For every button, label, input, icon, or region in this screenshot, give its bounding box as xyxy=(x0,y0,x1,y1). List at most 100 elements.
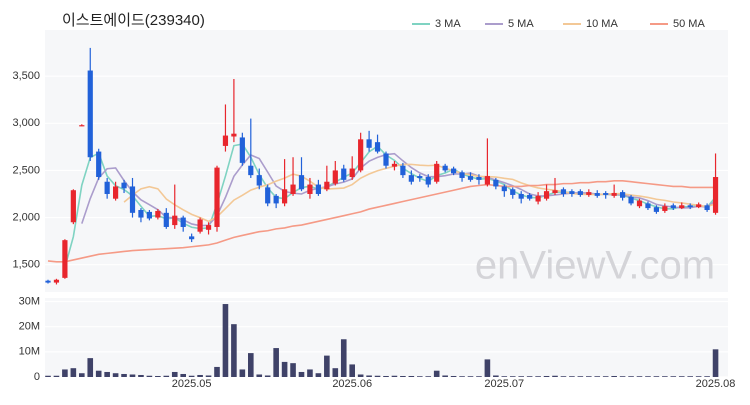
candle-body xyxy=(543,191,550,199)
legend-label: 50 MA xyxy=(673,18,705,30)
volume-bar xyxy=(459,376,465,377)
candle-body xyxy=(510,189,516,195)
volume-bar xyxy=(332,368,339,377)
volume-bar xyxy=(653,376,660,377)
volume-bar xyxy=(95,370,102,377)
volume-bar xyxy=(340,339,347,377)
volume-bar xyxy=(695,376,702,377)
candle-body xyxy=(332,170,338,184)
candle-body xyxy=(155,210,161,218)
candle-body xyxy=(341,168,347,180)
ma-line xyxy=(47,179,716,263)
candle-body xyxy=(290,184,296,194)
candle-body xyxy=(79,125,85,127)
candle-body xyxy=(282,189,288,204)
candle-body xyxy=(712,177,719,213)
candle-body xyxy=(358,139,364,171)
volume-bar xyxy=(670,376,677,377)
candle-body xyxy=(620,192,626,198)
legend-label: 5 MA xyxy=(508,18,534,30)
volume-bar xyxy=(552,375,558,377)
candle-body xyxy=(451,168,457,174)
volume-bar xyxy=(493,375,499,377)
candle-body xyxy=(459,172,465,178)
volume-bar xyxy=(450,375,457,377)
candle-body xyxy=(586,192,592,195)
candle-body xyxy=(222,135,229,146)
volume-bar xyxy=(391,375,398,377)
volume-bar xyxy=(231,324,237,377)
candle-body xyxy=(535,195,541,202)
candle-body xyxy=(527,194,533,199)
volume-bar xyxy=(188,375,195,377)
volume-bar xyxy=(712,349,719,377)
candle-body xyxy=(231,133,237,137)
candle-body xyxy=(189,236,195,240)
volume-bar xyxy=(501,376,508,377)
volume-bar xyxy=(163,375,170,377)
volume-bar xyxy=(619,376,626,377)
volume-bar xyxy=(602,376,609,377)
volume-bar xyxy=(146,375,153,377)
candle-body xyxy=(87,70,93,158)
volume-bar xyxy=(357,374,364,377)
candle-body xyxy=(687,205,693,208)
volume-bar xyxy=(53,375,60,377)
volume-bar xyxy=(70,368,77,377)
candle-body xyxy=(603,193,609,195)
candle-body xyxy=(307,184,313,194)
candle-body xyxy=(104,181,110,194)
volume-bar xyxy=(518,376,524,377)
candle-body xyxy=(62,240,68,278)
candle-body xyxy=(391,163,398,167)
candle-body xyxy=(298,175,305,190)
candle-body xyxy=(324,181,330,190)
candle-body xyxy=(417,176,423,178)
candle-body xyxy=(70,190,76,223)
candle-body xyxy=(493,179,499,187)
volume-bar xyxy=(704,376,710,377)
volume-bar xyxy=(366,375,372,377)
candle-body xyxy=(129,186,136,213)
candle-body xyxy=(197,219,203,232)
volume-bar xyxy=(509,376,516,377)
candle-body xyxy=(45,280,51,283)
volume-bar xyxy=(121,373,127,377)
candle-body xyxy=(265,187,271,204)
volume-bar xyxy=(383,375,389,377)
y-tick-label: 2,000 xyxy=(12,211,40,223)
y-tick-label: 20M xyxy=(19,321,40,333)
candle-body xyxy=(636,200,643,207)
volume-bar xyxy=(408,375,415,377)
candle-body xyxy=(172,215,178,226)
candle-body xyxy=(366,139,372,148)
candle-body xyxy=(569,191,575,194)
volume-bar xyxy=(155,375,161,377)
volume-bar xyxy=(290,363,296,377)
watermark: enViewV.com xyxy=(475,244,715,288)
volume-bar xyxy=(248,353,254,377)
candle-body xyxy=(138,210,144,218)
candle-body xyxy=(594,193,600,196)
candle-body xyxy=(577,191,583,195)
y-tick-label: 2,500 xyxy=(12,164,40,176)
volume-bar xyxy=(138,374,144,377)
candle-body xyxy=(645,203,651,209)
volume-bar xyxy=(104,371,110,377)
candle-body xyxy=(560,189,567,194)
candle-body xyxy=(653,207,659,212)
candle-body xyxy=(501,186,507,192)
candle-body xyxy=(180,217,186,227)
candle-body xyxy=(383,153,389,166)
candle-body xyxy=(611,193,617,196)
candle-body xyxy=(113,186,119,199)
candle-body xyxy=(670,205,676,209)
volume-bar xyxy=(171,371,178,377)
y-tick-label: 0 xyxy=(34,371,40,383)
candle-body xyxy=(239,137,245,163)
volume-bar xyxy=(577,376,584,377)
volume-bar xyxy=(197,374,203,377)
x-tick-label: 2025.05 xyxy=(172,378,212,390)
candle-body xyxy=(434,163,440,182)
